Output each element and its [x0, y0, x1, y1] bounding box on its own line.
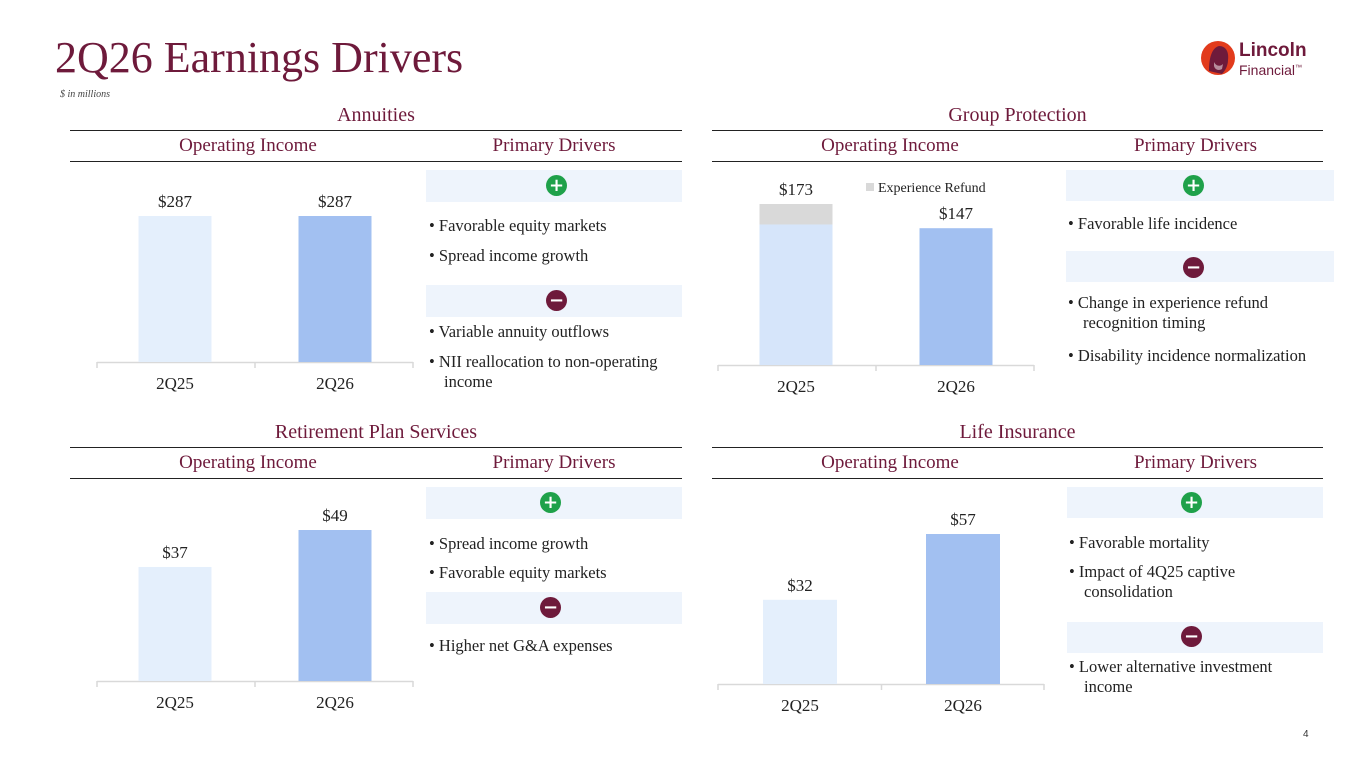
logo-wordmark-line1: Lincoln [1239, 40, 1307, 61]
data-label: $287 [158, 192, 193, 211]
legend-label: Experience Refund [878, 181, 986, 196]
driver-bullet: • Favorable equity markets [429, 216, 607, 235]
driver-bullet: • Impact of 4Q25 captive consolidation [1069, 562, 1236, 601]
section-rule [70, 130, 682, 131]
annuities-positive-drivers: • Favorable equity markets • Spread inco… [429, 216, 679, 266]
data-label: $147 [939, 204, 974, 223]
group-negative-drivers: • Change in experience refund recognitio… [1068, 293, 1330, 366]
rps-positive-drivers: • Spread income growth • Favorable equit… [429, 534, 679, 583]
header-rule [70, 161, 682, 162]
category-label: 2Q26 [937, 377, 975, 396]
driver-bullet: • Lower alternative investment income [1069, 657, 1273, 696]
bar-2Q26 [298, 530, 372, 681]
section-title-annuities: Annuities [337, 104, 415, 126]
plus-icon: + [546, 175, 567, 196]
driver-bullet: • Change in experience refund recognitio… [1068, 293, 1269, 332]
col-head-operating-income: Operating Income [179, 452, 317, 473]
category-label: 2Q26 [316, 374, 354, 393]
section-title-group-protection: Group Protection [948, 104, 1087, 126]
minus-icon: − [546, 290, 567, 311]
bar-experience-refund-2Q25 [759, 204, 833, 225]
life-positive-drivers: • Favorable mortality • Impact of 4Q25 c… [1069, 533, 1321, 602]
bar-2Q26 [926, 534, 1000, 684]
driver-bullet: • Higher net G&A expenses [429, 636, 613, 655]
category-label: 2Q25 [777, 377, 815, 396]
negative-drivers-band: − [1066, 251, 1334, 282]
category-label: 2Q25 [156, 693, 194, 712]
data-label: $37 [162, 543, 188, 562]
page-title: 2Q26 Earnings Drivers [55, 33, 464, 82]
group-positive-drivers: • Favorable life incidence [1068, 214, 1330, 234]
bar-operating-income-2Q26 [919, 228, 993, 365]
annuities-operating-income-chart: $287 2Q25 $287 2Q26 [96, 192, 414, 393]
rps-negative-drivers: • Higher net G&A expenses [429, 636, 679, 656]
driver-bullet: • Spread income growth [429, 534, 589, 553]
positive-drivers-band: + [1066, 170, 1334, 201]
section-rule [712, 447, 1323, 448]
section-title-life-insurance: Life Insurance [959, 421, 1076, 443]
negative-drivers-band: − [426, 592, 682, 624]
bar-operating-income-2Q25 [759, 224, 833, 365]
positive-drivers-band: + [426, 170, 682, 202]
col-head-operating-income: Operating Income [179, 135, 317, 156]
units-note: $ in millions [60, 89, 111, 100]
positive-drivers-band: + [1067, 487, 1323, 518]
data-label: $49 [322, 506, 348, 525]
plus-icon: + [540, 492, 561, 513]
category-label: 2Q25 [781, 696, 819, 715]
legend-swatch [866, 183, 874, 191]
negative-drivers-band: − [1067, 622, 1323, 653]
plus-icon: + [1181, 492, 1202, 513]
life-negative-drivers: • Lower alternative investment income [1069, 657, 1321, 697]
driver-bullet: • NII reallocation to non-operating inco… [429, 352, 658, 391]
col-head-operating-income: Operating Income [821, 452, 959, 473]
driver-bullet: • Disability incidence normalization [1068, 346, 1307, 365]
company-logo: Lincoln Financial™ [1200, 38, 1315, 82]
driver-bullet: • Favorable equity markets [429, 563, 607, 582]
data-label: $57 [950, 510, 976, 529]
data-label: $32 [787, 576, 813, 595]
logo-wordmark-line2: Financial™ [1239, 62, 1303, 78]
col-head-operating-income: Operating Income [821, 135, 959, 156]
col-head-primary-drivers: Primary Drivers [1134, 135, 1257, 156]
driver-bullet: • Favorable life incidence [1068, 214, 1238, 233]
category-label: 2Q26 [944, 696, 982, 715]
col-head-primary-drivers: Primary Drivers [492, 452, 616, 473]
bar-2Q26 [298, 216, 372, 362]
col-head-primary-drivers: Primary Drivers [1134, 452, 1257, 473]
plus-icon: + [1183, 175, 1204, 196]
page-number: 4 [1303, 729, 1309, 740]
negative-drivers-band: − [426, 285, 682, 317]
header-rule [712, 478, 1323, 479]
life-operating-income-chart: $32 2Q25 $57 2Q26 [717, 510, 1045, 715]
driver-bullet: • Variable annuity outflows [429, 322, 610, 341]
minus-icon: − [540, 597, 561, 618]
bar-2Q25 [138, 566, 212, 681]
section-title-retirement-plan-services: Retirement Plan Services [274, 421, 478, 443]
header-rule [712, 161, 1323, 162]
group-protection-operating-income-chart: $173 2Q25 $147 2Q26 Experience Refund [717, 180, 1035, 396]
section-rule [712, 130, 1323, 131]
category-label: 2Q25 [156, 374, 194, 393]
annuities-negative-drivers: • Variable annuity outflows • NII reallo… [429, 322, 679, 392]
positive-drivers-band: + [426, 487, 682, 519]
data-label: $287 [318, 192, 353, 211]
section-rule [70, 447, 682, 448]
data-label: $173 [779, 180, 813, 199]
col-head-primary-drivers: Primary Drivers [492, 135, 616, 156]
driver-bullet: • Spread income growth [429, 246, 589, 265]
driver-bullet: • Favorable mortality [1069, 533, 1210, 552]
lincoln-portrait-icon [1201, 41, 1235, 75]
header-rule [70, 478, 682, 479]
bar-2Q25 [763, 599, 837, 684]
category-label: 2Q26 [316, 693, 354, 712]
rps-operating-income-chart: $37 2Q25 $49 2Q26 [96, 506, 414, 712]
minus-icon: − [1183, 257, 1204, 278]
bar-2Q25 [138, 216, 212, 362]
minus-icon: − [1181, 626, 1202, 647]
